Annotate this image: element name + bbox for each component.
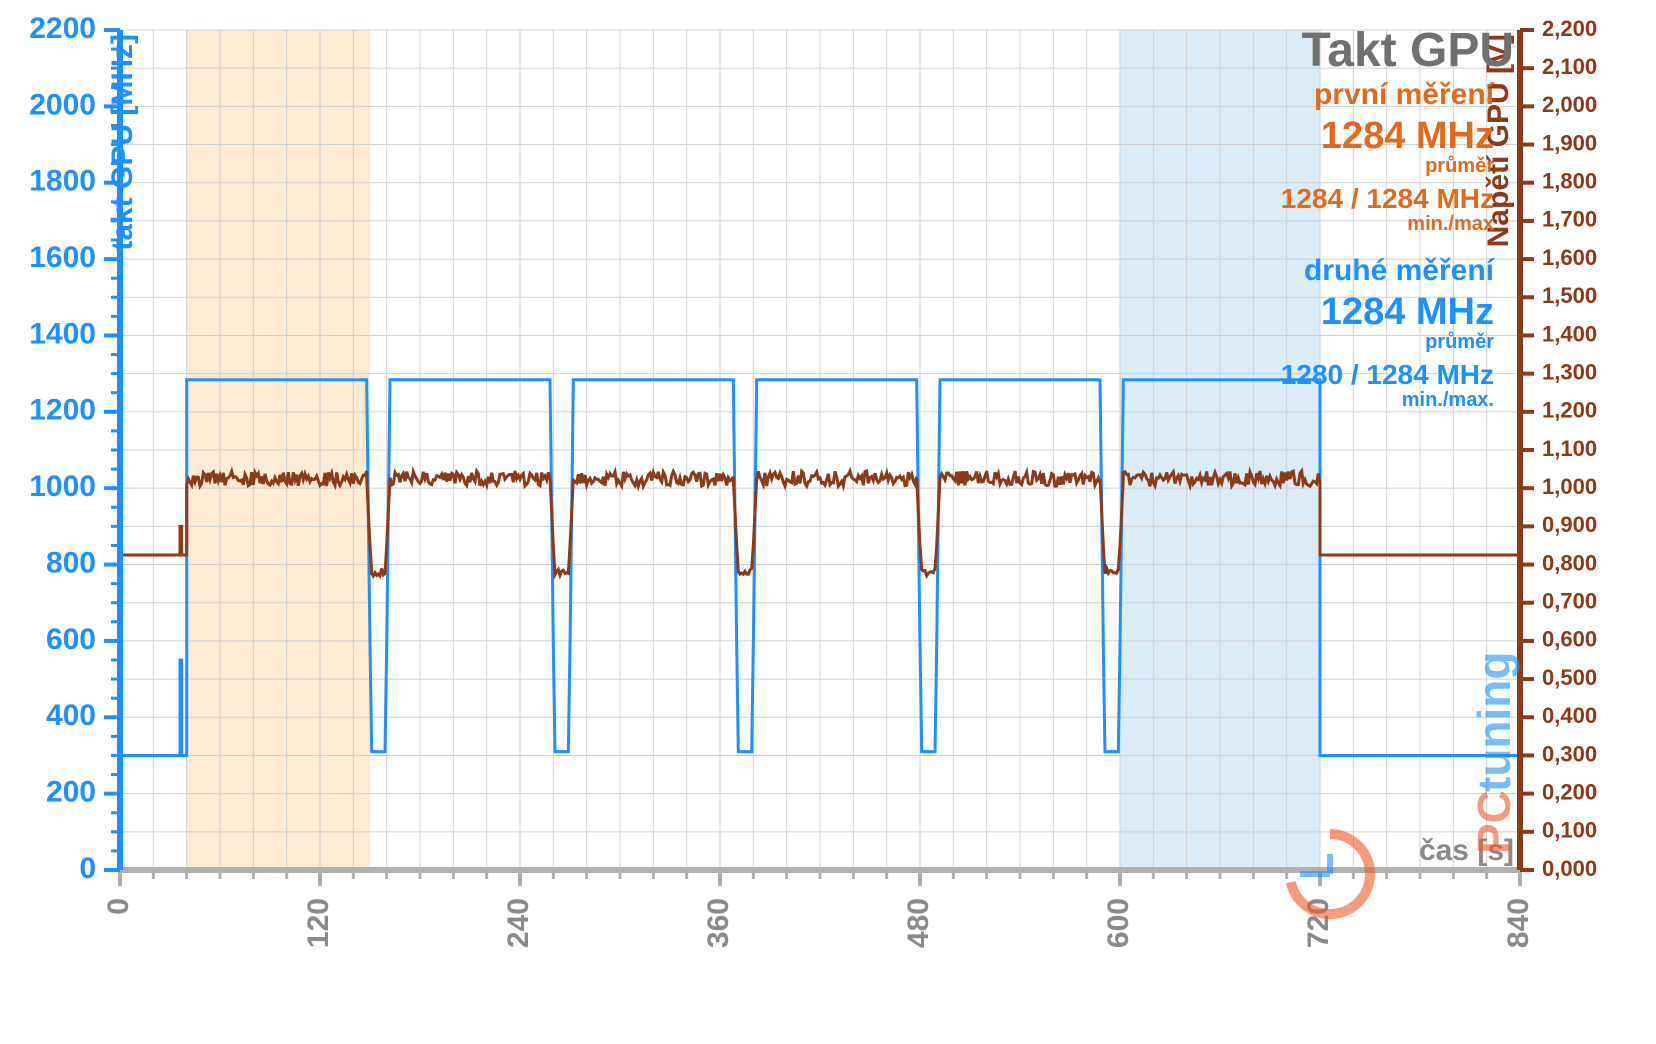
y-right-tick-label: 1,500 xyxy=(1542,283,1597,308)
y-right-tick-label: 0,400 xyxy=(1542,703,1597,728)
measurement-1-avg-label: průměr xyxy=(1425,155,1494,177)
y-left-tick-label: 400 xyxy=(46,699,96,732)
y-right-tick-label: 0,200 xyxy=(1542,779,1597,804)
measurement-1-avg: 1284 MHz xyxy=(1321,115,1494,157)
measurement-1-range-label: min./max xyxy=(1407,213,1494,235)
measurement-2-avg-label: průměr xyxy=(1425,331,1494,353)
y-right-tick-label: 1,000 xyxy=(1542,474,1597,499)
x-tick-label: 480 xyxy=(902,898,935,948)
x-tick-label: 840 xyxy=(1502,898,1535,948)
y-left-tick-label: 1200 xyxy=(29,394,96,427)
y-left-tick-label: 2000 xyxy=(29,88,96,121)
y-left-tick-label: 1000 xyxy=(29,470,96,503)
y-right-tick-label: 0,700 xyxy=(1542,589,1597,614)
measurement-2-range-label: min./max. xyxy=(1402,389,1494,411)
y-left-tick-label: 1600 xyxy=(29,241,96,274)
y-right-tick-label: 1,100 xyxy=(1542,436,1597,461)
y-right-tick-label: 1,700 xyxy=(1542,207,1597,232)
y-left-tick-label: 600 xyxy=(46,623,96,656)
y-right-tick-label: 2,200 xyxy=(1542,16,1597,41)
measurement-2-range: 1280 / 1284 MHz xyxy=(1281,359,1494,390)
chart-title: Takt GPU xyxy=(1302,24,1514,77)
y-right-tick-label: 1,900 xyxy=(1542,130,1597,155)
y-left-tick-label: 800 xyxy=(46,546,96,579)
y-right-tick-label: 0,000 xyxy=(1542,856,1597,881)
y-right-tick-label: 1,200 xyxy=(1542,398,1597,423)
y-right-tick-label: 1,800 xyxy=(1542,169,1597,194)
measurement-2-heading: druhé měření xyxy=(1304,254,1496,287)
y-right-tick-label: 0,500 xyxy=(1542,665,1597,690)
y-left-axis-label: takt GPU [MHz] xyxy=(106,34,139,251)
y-left-tick-label: 200 xyxy=(46,776,96,809)
y-right-tick-label: 0,900 xyxy=(1542,512,1597,537)
y-right-tick-label: 0,800 xyxy=(1542,550,1597,575)
x-tick-label: 360 xyxy=(702,898,735,948)
y-left-tick-label: 1800 xyxy=(29,165,96,198)
y-right-tick-label: 0,100 xyxy=(1542,818,1597,843)
y-right-tick-label: 2,100 xyxy=(1542,54,1597,79)
y-left-tick-label: 0 xyxy=(79,852,96,885)
svg-text:tuning: tuning xyxy=(1468,652,1520,793)
measurement-2-avg: 1284 MHz xyxy=(1321,291,1494,333)
y-right-tick-label: 2,000 xyxy=(1542,92,1597,117)
gpu-clock-chart: 0120240360480600720840čas [s]02004006008… xyxy=(0,0,1656,1044)
measurement-1-heading: první měření xyxy=(1314,78,1496,111)
y-left-tick-label: 1400 xyxy=(29,317,96,350)
y-right-tick-label: 1,300 xyxy=(1542,359,1597,384)
y-right-tick-label: 1,600 xyxy=(1542,245,1597,270)
y-right-tick-label: 1,400 xyxy=(1542,321,1597,346)
svg-text:PC: PC xyxy=(1468,790,1520,854)
x-tick-label: 120 xyxy=(302,898,335,948)
y-right-tick-label: 0,300 xyxy=(1542,741,1597,766)
y-left-tick-label: 2200 xyxy=(29,12,96,45)
y-right-tick-label: 0,600 xyxy=(1542,627,1597,652)
measurement-1-range: 1284 / 1284 MHz xyxy=(1281,183,1494,214)
x-tick-label: 240 xyxy=(502,898,535,948)
x-tick-label: 0 xyxy=(102,898,135,915)
x-tick-label: 600 xyxy=(1102,898,1135,948)
